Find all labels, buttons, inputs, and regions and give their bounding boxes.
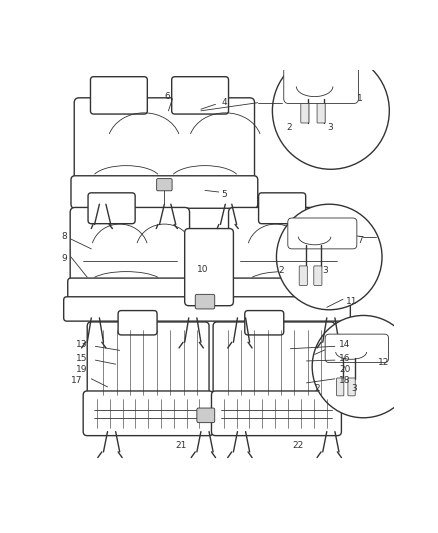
FancyBboxPatch shape xyxy=(87,322,209,403)
FancyBboxPatch shape xyxy=(348,378,355,396)
FancyBboxPatch shape xyxy=(336,378,344,396)
Circle shape xyxy=(276,204,382,310)
FancyBboxPatch shape xyxy=(284,66,358,103)
FancyBboxPatch shape xyxy=(317,103,325,123)
FancyBboxPatch shape xyxy=(185,229,233,306)
Text: 3: 3 xyxy=(351,384,357,393)
Text: 6: 6 xyxy=(164,92,170,101)
FancyBboxPatch shape xyxy=(301,103,309,123)
FancyBboxPatch shape xyxy=(157,179,172,191)
Text: 4: 4 xyxy=(221,98,227,107)
Text: 1: 1 xyxy=(357,94,363,103)
Text: 10: 10 xyxy=(197,265,208,273)
FancyBboxPatch shape xyxy=(83,391,213,435)
Text: 9: 9 xyxy=(61,254,67,263)
FancyBboxPatch shape xyxy=(88,193,135,224)
Text: 13: 13 xyxy=(76,340,87,349)
Text: 2: 2 xyxy=(278,266,284,275)
FancyBboxPatch shape xyxy=(245,311,284,335)
Text: 17: 17 xyxy=(71,376,82,385)
FancyBboxPatch shape xyxy=(299,266,307,285)
Text: 2: 2 xyxy=(286,123,292,132)
FancyBboxPatch shape xyxy=(70,207,190,290)
FancyBboxPatch shape xyxy=(213,322,335,403)
Text: 12: 12 xyxy=(378,358,389,367)
FancyBboxPatch shape xyxy=(118,311,157,335)
Circle shape xyxy=(272,52,389,169)
Text: 2: 2 xyxy=(314,384,320,393)
Text: 15: 15 xyxy=(76,354,87,363)
FancyBboxPatch shape xyxy=(258,193,306,224)
Text: 21: 21 xyxy=(175,441,186,450)
FancyBboxPatch shape xyxy=(288,218,357,249)
FancyBboxPatch shape xyxy=(91,77,147,114)
FancyBboxPatch shape xyxy=(229,207,348,290)
Circle shape xyxy=(312,316,414,418)
Text: 14: 14 xyxy=(339,340,350,349)
Text: 8: 8 xyxy=(61,232,67,241)
Text: 19: 19 xyxy=(76,365,87,374)
FancyBboxPatch shape xyxy=(314,266,322,285)
Text: 3: 3 xyxy=(328,123,333,132)
Text: 7: 7 xyxy=(358,236,364,245)
Text: 20: 20 xyxy=(339,365,350,374)
Text: 18: 18 xyxy=(339,376,350,385)
FancyBboxPatch shape xyxy=(68,278,188,305)
Text: 5: 5 xyxy=(221,190,227,199)
FancyBboxPatch shape xyxy=(212,391,341,435)
FancyBboxPatch shape xyxy=(64,297,350,321)
Text: 22: 22 xyxy=(292,441,303,450)
FancyBboxPatch shape xyxy=(226,278,346,305)
Text: 16: 16 xyxy=(339,354,350,363)
FancyBboxPatch shape xyxy=(325,334,389,362)
Text: 11: 11 xyxy=(346,297,357,306)
FancyBboxPatch shape xyxy=(74,98,254,189)
Text: 3: 3 xyxy=(323,266,328,275)
FancyBboxPatch shape xyxy=(71,176,258,208)
FancyBboxPatch shape xyxy=(195,294,215,309)
FancyBboxPatch shape xyxy=(197,408,215,423)
FancyBboxPatch shape xyxy=(172,77,229,114)
